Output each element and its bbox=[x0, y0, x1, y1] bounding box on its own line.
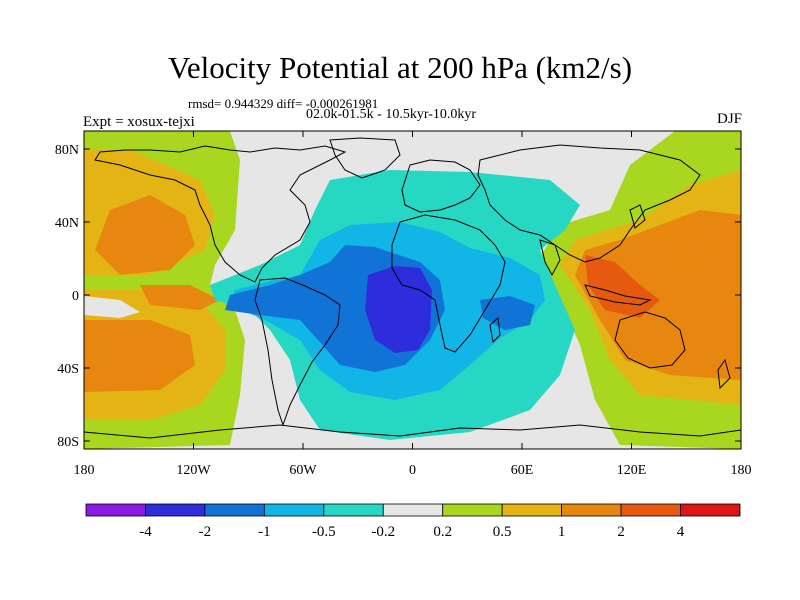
colorbar-swatch bbox=[204, 503, 265, 517]
lat-label-80s: 80S bbox=[57, 435, 79, 450]
colorbar-label: 2 bbox=[617, 524, 625, 540]
lon-label-60e: 60E bbox=[511, 463, 534, 478]
colorbar-label: 1 bbox=[558, 524, 566, 540]
map-title: Velocity Potential at 200 hPa (km2/s) bbox=[167, 50, 633, 85]
contour-west-gray-patch bbox=[84, 296, 140, 318]
colorbar-swatch bbox=[382, 503, 444, 517]
lon-label-120e: 120E bbox=[617, 463, 647, 478]
lon-tick-labels: 180 120W 60W 0 60E 120E 180 bbox=[74, 463, 752, 478]
lon-label-180w: 180 bbox=[74, 463, 95, 478]
colorbar-swatch bbox=[680, 503, 741, 517]
lat-label-40n: 40N bbox=[55, 216, 79, 231]
colorbar-label: 0.2 bbox=[433, 524, 452, 540]
experiment-label: Expt = xosux-tejxi bbox=[83, 114, 195, 130]
colorbar-swatch bbox=[85, 503, 146, 517]
contour-east-orange-inner bbox=[673, 235, 712, 272]
colorbar-swatch bbox=[620, 503, 681, 517]
colorbar-swatch bbox=[263, 503, 325, 517]
coast-europe bbox=[401, 159, 481, 213]
colorbar-label: -1 bbox=[258, 524, 271, 540]
contour-west-orange-mid bbox=[140, 285, 220, 310]
colorbar-swatch bbox=[145, 503, 206, 517]
colorbar-label: 4 bbox=[677, 524, 685, 540]
colorbar-swatch bbox=[561, 503, 622, 517]
contour-west-orange-north bbox=[95, 195, 195, 275]
coast-asia bbox=[477, 144, 701, 263]
colorbar-label: -2 bbox=[199, 524, 212, 540]
coast-australia bbox=[614, 311, 686, 369]
coast-south-america bbox=[254, 277, 341, 427]
colorbar-label: -0.2 bbox=[371, 524, 395, 540]
lon-label-60w: 60W bbox=[289, 463, 317, 478]
colorbar-swatch bbox=[323, 503, 384, 517]
colorbar: -4 -2 -1 -0.5 -0.2 0.2 0.5 1 2 4 bbox=[85, 503, 741, 540]
coast-new-zealand bbox=[717, 358, 731, 390]
colorbar-label: 0.5 bbox=[493, 524, 512, 540]
lon-label-180e: 180 bbox=[731, 463, 752, 478]
colorbar-label: -4 bbox=[139, 524, 152, 540]
coast-madagascar bbox=[489, 316, 501, 344]
coastlines bbox=[84, 137, 741, 439]
lat-ticks bbox=[84, 148, 741, 442]
season-label: DJF bbox=[716, 111, 742, 127]
lon-label-0: 0 bbox=[409, 463, 416, 478]
coast-antarctica bbox=[84, 424, 741, 439]
coast-japan bbox=[629, 204, 646, 229]
colorbar-swatch bbox=[501, 503, 563, 517]
lon-label-120w: 120W bbox=[176, 463, 211, 478]
lon-ticks bbox=[83, 131, 742, 449]
coast-india bbox=[539, 239, 561, 277]
colorbar-label: -0.5 bbox=[312, 524, 336, 540]
contour-neg-navy bbox=[365, 266, 432, 353]
contour-east-red bbox=[585, 255, 660, 318]
lat-tick-labels: 80N 40N 0 40S 80S bbox=[55, 143, 79, 450]
lat-label-0: 0 bbox=[72, 289, 79, 304]
colorbar-swatch bbox=[442, 503, 503, 517]
lat-label-40s: 40S bbox=[57, 362, 79, 377]
coast-africa bbox=[391, 214, 506, 353]
coast-greenland bbox=[329, 137, 401, 179]
coast-north-america bbox=[94, 145, 347, 283]
stats-line: rmsd= 0.944329 diff= -0.000261981 bbox=[188, 96, 379, 111]
contour-west-orange-south bbox=[84, 320, 195, 392]
coast-indonesia bbox=[584, 284, 652, 306]
lat-label-80n: 80N bbox=[55, 143, 79, 158]
period-line: 02.0k-01.5k - 10.5kyr-10.0kyr bbox=[306, 107, 477, 122]
contour-field bbox=[84, 131, 741, 449]
